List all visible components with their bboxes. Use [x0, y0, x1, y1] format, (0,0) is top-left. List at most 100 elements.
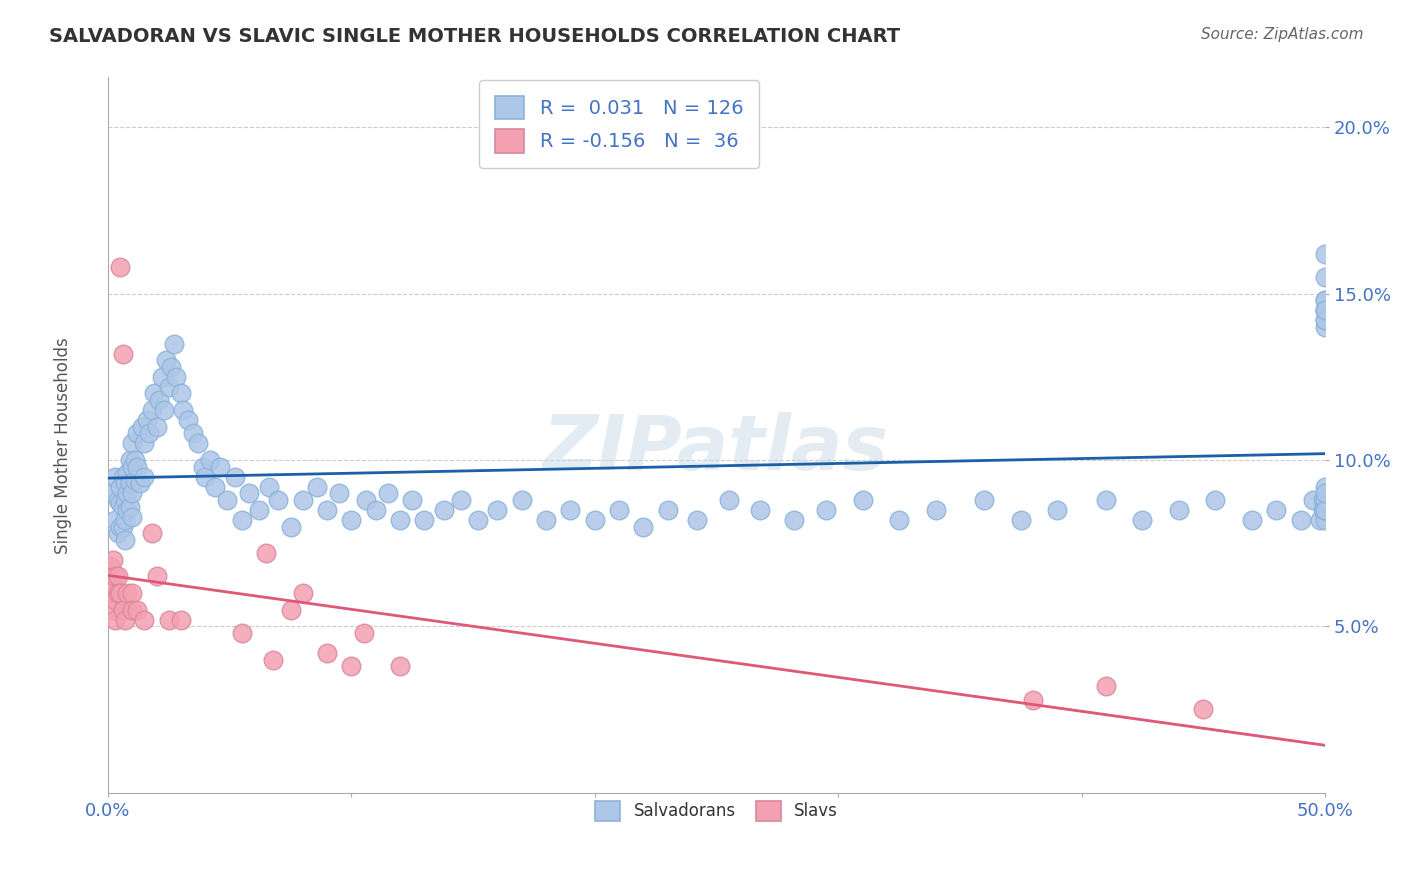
Point [510, 492, 533, 507]
Point [187, 436, 209, 450]
Point [1022, 692, 1045, 706]
Point [127, 603, 149, 617]
Point [1313, 503, 1336, 517]
Point [267, 492, 290, 507]
Point [145, 419, 167, 434]
Point [486, 503, 509, 517]
Point [254, 546, 277, 560]
Point [291, 492, 314, 507]
Point [100, 586, 122, 600]
Point [155, 353, 177, 368]
Point [1313, 303, 1336, 318]
Point [121, 586, 143, 600]
Point [118, 453, 141, 467]
Point [141, 526, 163, 541]
Point [111, 500, 134, 514]
Point [111, 519, 134, 533]
Point [104, 613, 127, 627]
Point [1265, 503, 1288, 517]
Point [1313, 513, 1336, 527]
Point [1313, 303, 1336, 318]
Point [783, 513, 806, 527]
Text: Single Mother Households: Single Mother Households [55, 338, 72, 554]
Point [633, 519, 655, 533]
Point [1313, 313, 1336, 327]
Point [172, 403, 194, 417]
Point [200, 453, 222, 467]
Point [117, 486, 139, 500]
Point [973, 492, 995, 507]
Point [104, 569, 127, 583]
Point [340, 659, 363, 673]
Point [377, 486, 399, 500]
Point [170, 386, 193, 401]
Point [121, 603, 143, 617]
Point [1240, 513, 1263, 527]
Point [887, 513, 910, 527]
Point [364, 503, 387, 517]
Point [307, 480, 329, 494]
Point [117, 467, 139, 481]
Point [1168, 503, 1191, 517]
Point [607, 503, 630, 517]
Point [1312, 503, 1334, 517]
Point [127, 459, 149, 474]
Point [157, 380, 180, 394]
Point [1010, 513, 1032, 527]
Point [107, 569, 129, 583]
Point [263, 652, 285, 666]
Point [1095, 492, 1118, 507]
Legend: Salvadorans, Slavs: Salvadorans, Slavs [582, 788, 851, 834]
Point [101, 579, 124, 593]
Point [124, 473, 146, 487]
Point [433, 503, 456, 517]
Point [534, 513, 557, 527]
Point [114, 513, 136, 527]
Point [134, 469, 156, 483]
Point [153, 403, 176, 417]
Point [657, 503, 679, 517]
Text: SALVADORAN VS SLAVIC SINGLE MOTHER HOUSEHOLDS CORRELATION CHART: SALVADORAN VS SLAVIC SINGLE MOTHER HOUSE… [49, 27, 900, 45]
Point [108, 586, 131, 600]
Point [340, 513, 363, 527]
Point [181, 426, 204, 441]
Point [1046, 503, 1069, 517]
Point [134, 613, 156, 627]
Point [138, 426, 160, 441]
Point [107, 586, 129, 600]
Point [114, 533, 136, 547]
Point [117, 586, 139, 600]
Point [316, 646, 339, 660]
Point [280, 519, 302, 533]
Point [1095, 679, 1118, 693]
Point [231, 626, 253, 640]
Point [127, 426, 149, 441]
Point [121, 486, 143, 500]
Point [124, 453, 146, 467]
Point [1313, 492, 1336, 507]
Point [353, 626, 375, 640]
Point [101, 486, 124, 500]
Point [814, 503, 837, 517]
Point [389, 513, 412, 527]
Point [413, 513, 436, 527]
Point [354, 492, 377, 507]
Point [851, 492, 873, 507]
Point [208, 459, 231, 474]
Point [1313, 503, 1336, 517]
Point [194, 469, 217, 483]
Point [101, 603, 124, 617]
Point [111, 603, 134, 617]
Point [291, 586, 314, 600]
Point [177, 413, 200, 427]
Point [150, 369, 173, 384]
Point [401, 492, 423, 507]
Point [1204, 492, 1226, 507]
Point [101, 553, 124, 567]
Point [114, 613, 136, 627]
Point [108, 480, 131, 494]
Point [108, 260, 131, 274]
Point [104, 592, 127, 607]
Text: ZIPatlas: ZIPatlas [544, 412, 890, 486]
Point [107, 526, 129, 541]
